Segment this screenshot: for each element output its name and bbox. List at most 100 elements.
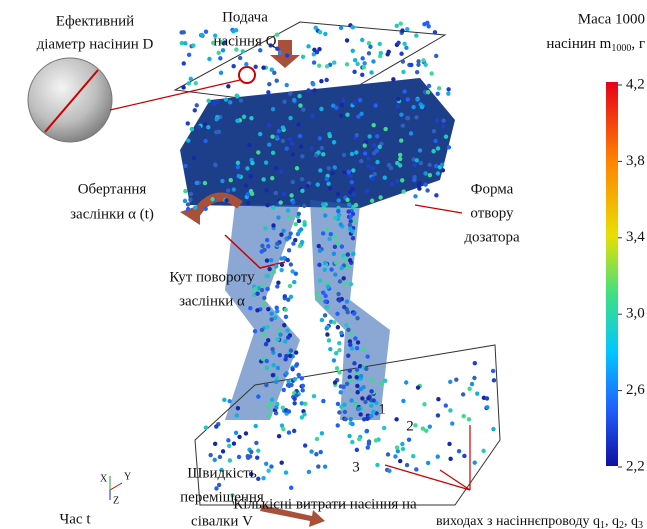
particle — [342, 256, 348, 261]
colorbar-tick-label: 4,2 — [626, 76, 645, 92]
particle — [283, 339, 288, 344]
particle — [208, 452, 213, 458]
particle — [238, 55, 243, 61]
particle — [323, 31, 328, 37]
particle — [421, 58, 426, 63]
particle — [296, 372, 301, 378]
particle — [411, 104, 416, 110]
particle — [299, 401, 304, 406]
feed-arrow — [270, 40, 300, 68]
particle — [322, 464, 328, 469]
colorbar-tick-label: 3,0 — [626, 306, 645, 322]
particle — [348, 281, 354, 287]
particle — [319, 145, 325, 151]
particle — [235, 406, 241, 411]
particle — [317, 248, 323, 253]
speed-label: переміщення — [180, 489, 264, 505]
particle — [207, 56, 212, 62]
particle — [275, 284, 280, 289]
particle — [370, 165, 375, 171]
particle — [443, 134, 449, 139]
particle — [272, 70, 277, 76]
particle — [352, 361, 357, 366]
particle — [335, 311, 340, 316]
particle — [297, 243, 303, 249]
particle — [394, 23, 399, 29]
particle — [415, 385, 421, 390]
particle — [426, 83, 432, 89]
particle — [391, 77, 396, 82]
particle — [336, 212, 342, 218]
diameter-label: діаметр насінин D — [37, 36, 154, 52]
particle — [234, 93, 240, 98]
particle — [292, 279, 297, 285]
particle — [327, 236, 332, 242]
particle — [191, 155, 197, 161]
particle — [317, 278, 323, 283]
particle — [214, 424, 219, 429]
particle — [185, 206, 191, 212]
particle — [375, 462, 380, 468]
particle — [355, 383, 360, 389]
particle — [441, 124, 446, 129]
particle — [335, 325, 341, 330]
particle — [431, 129, 437, 134]
axis-y-label: Y — [124, 471, 131, 482]
particle — [236, 173, 241, 179]
particle — [306, 44, 311, 49]
particle — [350, 186, 355, 192]
particle — [346, 209, 351, 214]
particle — [321, 205, 326, 211]
particle — [189, 126, 195, 132]
particle — [339, 244, 345, 249]
particle — [283, 357, 288, 362]
particle — [360, 396, 365, 401]
particle — [319, 431, 325, 436]
particle — [254, 440, 259, 446]
particle — [292, 377, 298, 382]
particle — [227, 100, 233, 105]
particle — [360, 56, 365, 61]
particle — [448, 408, 453, 413]
particle — [354, 132, 360, 138]
particle — [356, 406, 362, 412]
particle — [289, 141, 295, 146]
particle — [191, 43, 196, 48]
particle — [462, 453, 467, 459]
particle — [324, 305, 330, 310]
colorbar — [606, 82, 618, 466]
colorbar-tick-label: 3,4 — [626, 229, 645, 245]
particle — [300, 188, 305, 194]
particle — [278, 50, 283, 56]
particle — [317, 296, 322, 302]
particle — [291, 428, 297, 434]
particle — [194, 180, 199, 186]
diameter-line — [44, 69, 99, 133]
particle — [222, 397, 227, 403]
particle — [276, 128, 282, 134]
particle — [262, 295, 267, 301]
feed-label: Подача — [222, 9, 268, 25]
particle — [285, 53, 290, 58]
particle — [375, 159, 380, 165]
particle — [318, 168, 323, 173]
particle — [356, 114, 361, 119]
particle — [291, 241, 296, 246]
particle — [461, 414, 466, 419]
particle — [414, 158, 419, 163]
axis-icon: X Y Z — [100, 471, 131, 506]
particle — [199, 32, 205, 38]
particle — [341, 384, 346, 390]
text: , г — [631, 36, 645, 52]
particle — [282, 99, 287, 104]
particle — [283, 470, 289, 475]
particle — [264, 237, 270, 243]
particle — [291, 200, 296, 205]
particle — [261, 301, 267, 306]
particle — [249, 472, 254, 477]
particle — [272, 315, 278, 320]
particle — [244, 62, 249, 67]
particle — [234, 47, 239, 52]
particle — [331, 103, 336, 108]
particle — [285, 335, 291, 340]
